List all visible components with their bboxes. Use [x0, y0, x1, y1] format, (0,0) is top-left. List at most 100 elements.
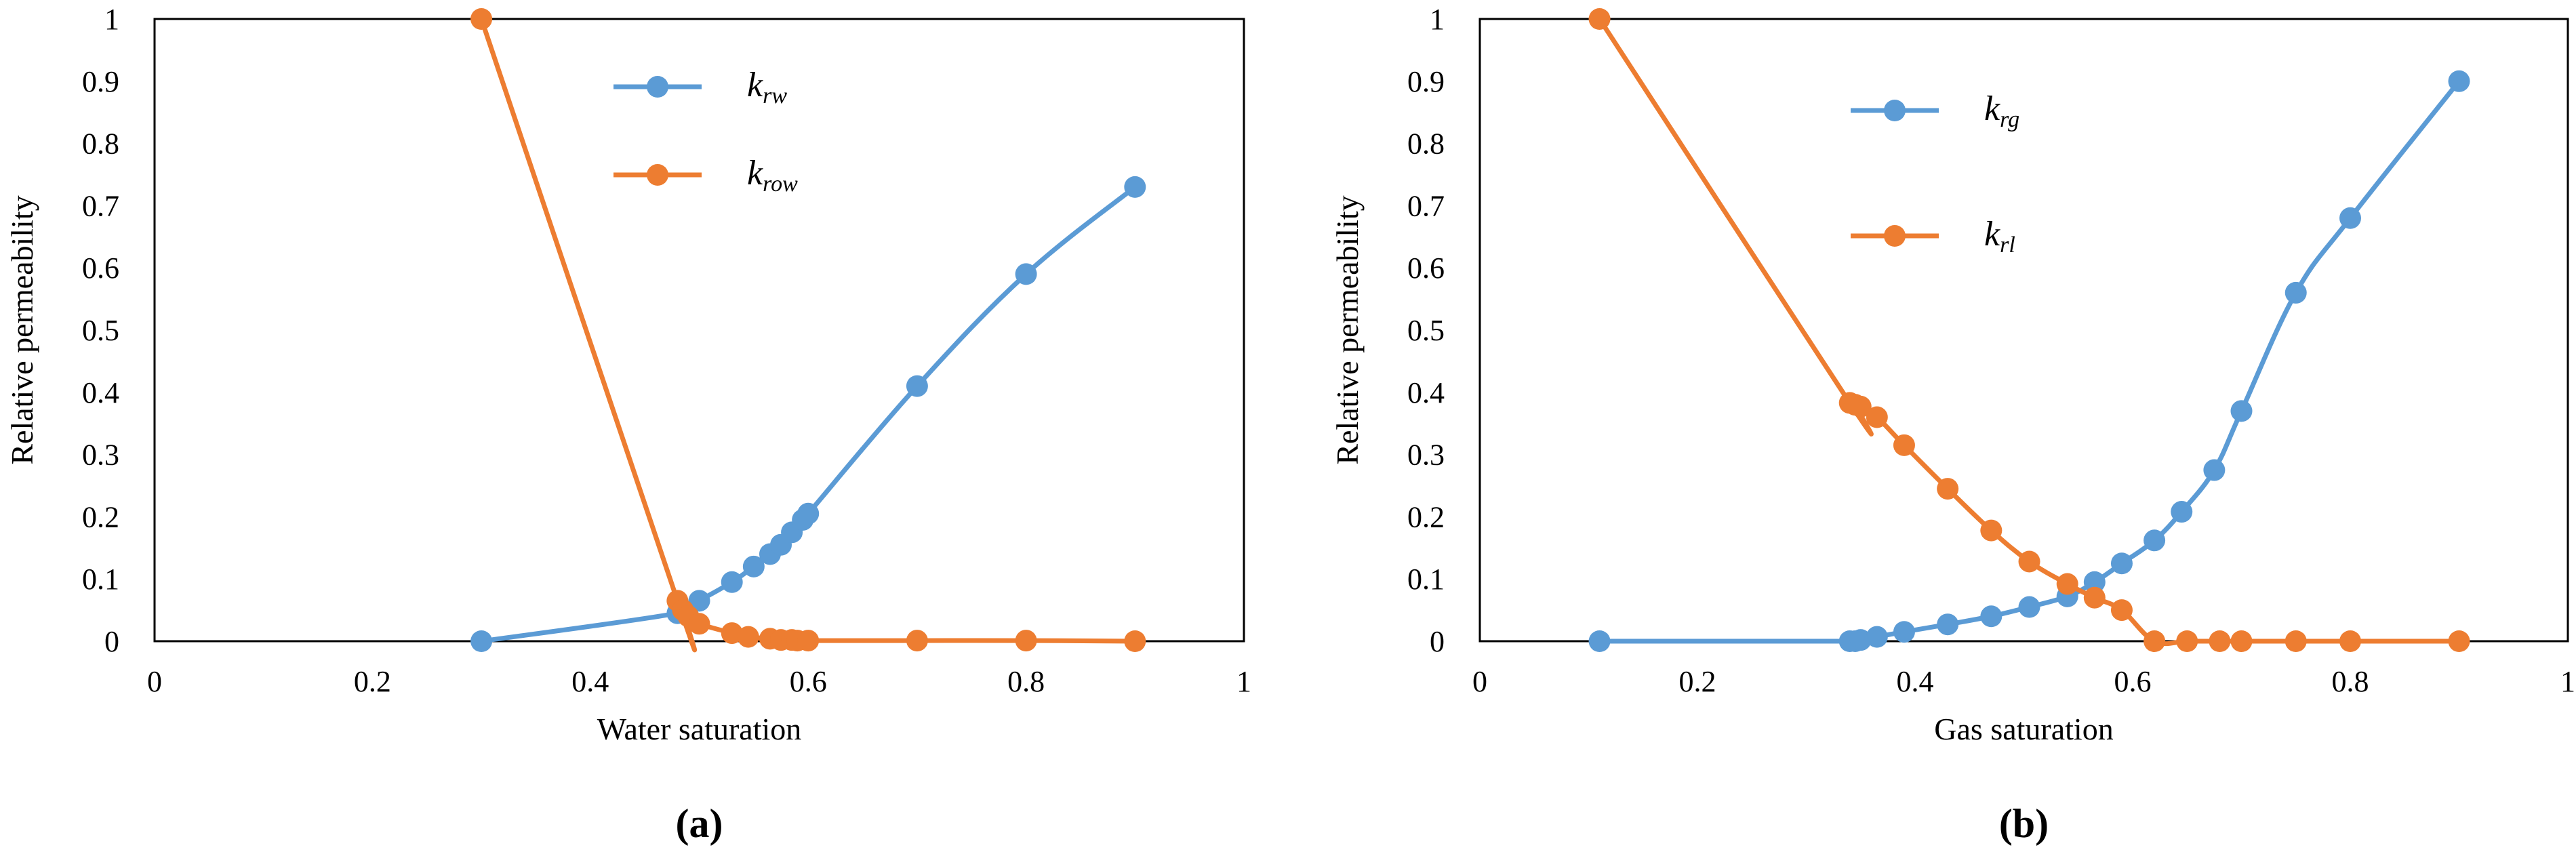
- series-krow: [470, 8, 1146, 653]
- data-point: [906, 375, 928, 397]
- data-point: [906, 630, 928, 652]
- y-axis-title: Relative permeability: [5, 195, 39, 464]
- y-tick-label: 0.8: [1407, 127, 1445, 161]
- legend-entry: krg: [1851, 89, 2019, 132]
- y-tick-label: 0.1: [82, 563, 119, 596]
- data-point: [2448, 630, 2470, 652]
- data-point: [2209, 630, 2231, 652]
- y-tick-label: 1: [104, 3, 119, 36]
- data-point: [470, 630, 493, 652]
- legend-label-subscript: rl: [2000, 232, 2015, 258]
- legend-marker: [1884, 225, 1906, 247]
- panel-label: (b): [1999, 801, 2049, 846]
- legend-marker: [647, 164, 668, 186]
- x-tick-label: 1: [1236, 665, 1251, 698]
- data-point: [1866, 626, 1888, 648]
- data-point: [2056, 573, 2078, 595]
- data-point: [2144, 630, 2166, 652]
- data-point: [2203, 459, 2226, 481]
- x-tick-label: 0.2: [354, 665, 391, 698]
- y-tick-label: 0.2: [82, 500, 119, 533]
- y-tick-label: 0.5: [1407, 314, 1445, 347]
- series-line: [1597, 16, 2461, 647]
- y-tick-label: 0.8: [82, 127, 119, 161]
- data-point: [797, 502, 820, 525]
- legend-entry: krow: [613, 154, 798, 197]
- data-point: [688, 590, 710, 612]
- x-tick-label: 0.2: [1679, 665, 1716, 698]
- panel-label: (a): [676, 801, 723, 846]
- legend-entry: krl: [1851, 215, 2015, 258]
- legend-label-main: k: [747, 66, 763, 104]
- legend-label-main: k: [1984, 215, 2000, 253]
- y-tick-label: 0.4: [82, 376, 119, 409]
- data-point: [2018, 596, 2040, 618]
- y-tick-label: 0.2: [1407, 500, 1445, 533]
- y-tick-label: 0.5: [82, 314, 119, 347]
- data-point: [1980, 605, 2003, 628]
- y-tick-label: 0.6: [1407, 251, 1445, 285]
- data-point: [1893, 434, 1915, 456]
- data-point: [1015, 263, 1037, 285]
- data-point: [2144, 529, 2166, 552]
- data-point: [2018, 550, 2040, 573]
- legend-label: krg: [1984, 89, 2019, 132]
- legend-marker: [1884, 100, 1906, 121]
- data-point: [2083, 586, 2106, 609]
- x-tick-label: 0.4: [1897, 665, 1934, 698]
- plot-area-frame: [153, 18, 1245, 643]
- y-tick-label: 0.7: [82, 189, 119, 222]
- data-point: [1980, 519, 2003, 542]
- data-point: [1893, 621, 1915, 643]
- data-point: [1015, 630, 1037, 652]
- data-point: [2083, 571, 2106, 593]
- data-point: [1124, 630, 1146, 652]
- y-tick-label: 0.6: [82, 251, 119, 285]
- data-point: [470, 8, 493, 30]
- x-tick-label: 0.4: [571, 665, 609, 698]
- data-point: [2339, 207, 2361, 229]
- data-point: [742, 555, 765, 577]
- data-point: [2285, 281, 2307, 304]
- series-line: [479, 184, 1138, 644]
- y-tick-label: 0.7: [1407, 189, 1445, 222]
- y-axis-title: Relative permeability: [1330, 195, 1365, 464]
- y-tick-label: 0.9: [82, 65, 119, 98]
- data-point: [1588, 8, 1611, 30]
- legend-label-subscript: rw: [763, 83, 787, 108]
- data-point: [1124, 176, 1146, 198]
- data-point: [1849, 395, 1872, 418]
- data-point: [1588, 630, 1611, 652]
- x-tick-label: 1: [2560, 665, 2575, 698]
- data-point: [2339, 630, 2361, 652]
- x-tick-label: 0.6: [2114, 665, 2152, 698]
- data-point: [2110, 552, 2133, 575]
- data-point: [721, 571, 743, 593]
- data-point: [2171, 501, 2193, 523]
- y-tick-label: 0.1: [1407, 563, 1445, 596]
- legend-marker: [647, 76, 668, 98]
- legend-label-subscript: rg: [2000, 107, 2019, 132]
- series-krl: [1588, 8, 2470, 652]
- data-point: [737, 626, 759, 648]
- data-point: [1849, 629, 1872, 651]
- data-point: [2448, 70, 2470, 92]
- y-tick-label: 0: [1430, 625, 1445, 658]
- data-point: [2110, 599, 2133, 622]
- y-tick-label: 0.4: [1407, 376, 1445, 409]
- x-axis-title: Gas saturation: [1934, 712, 2113, 746]
- data-point: [2230, 630, 2253, 652]
- legend-label-main: k: [1984, 89, 2000, 128]
- data-point: [797, 630, 820, 652]
- x-tick-label: 0.6: [790, 665, 827, 698]
- legend-label-main: k: [747, 154, 763, 192]
- data-point: [2230, 400, 2253, 422]
- x-tick-label: 0: [1472, 665, 1487, 698]
- x-tick-label: 0.8: [2332, 665, 2369, 698]
- data-point: [688, 613, 710, 635]
- plot-area-frame: [1478, 18, 2569, 643]
- y-tick-label: 1: [1430, 3, 1445, 36]
- chart-panel-b: 0 0.1 0.2 0.3 0.4 0.5 0.6 0.7 0.8 0.9 1 0 0.2 0.4 0.6 0…: [1330, 3, 2575, 846]
